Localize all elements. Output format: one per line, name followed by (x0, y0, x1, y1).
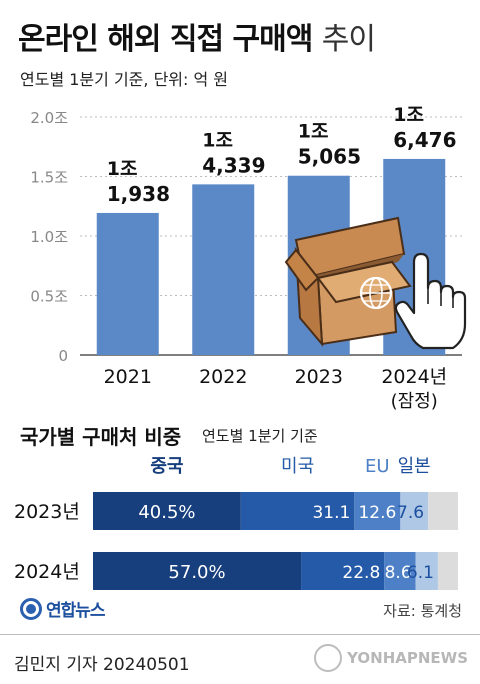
x-tick-label: 2022 (199, 366, 247, 388)
y-tick-label: 0 (58, 347, 68, 365)
stacked-segment (301, 552, 385, 590)
row-label: 2023년 (14, 501, 80, 523)
segment-label: 8.6 (385, 563, 412, 583)
bar-value-label-bottom: 4,339 (202, 153, 265, 177)
stacked-segment (93, 492, 241, 530)
hand-cursor-icon (394, 252, 467, 350)
share-chart-subtitle: 연도별 1분기 기준 (202, 427, 318, 445)
chart-title: 온라인 해외 직접 구매액 추이 (18, 14, 376, 58)
y-tick-label: 2.0조 (30, 109, 68, 127)
segment-label: 12.6 (358, 503, 396, 523)
stacked-segment (354, 492, 401, 530)
x-tick-label: 2024년 (381, 366, 447, 388)
box-left-flap (284, 248, 320, 292)
x-tick-sublabel: (잠정) (391, 391, 438, 412)
stacked-segment (384, 552, 416, 590)
share-chart-title: 국가별 구매처 비중 (20, 425, 182, 449)
watermark-logo-icon (314, 644, 343, 672)
segment-label: 57.0% (168, 562, 225, 583)
country-share-stacked-bar-chart: 2023년 40.5% 중국 31.1 미국 12.6 EU 7.6 일본 2024년 57.0% 2… (14, 456, 458, 590)
purchase-amount-bar-chart: 00.5조1.0조1.5조2.0조 1조1,93820211조4,3392022… (30, 104, 467, 412)
segment-label: 6.1 (407, 563, 434, 583)
yonhap-logo: 연합뉴스 (20, 596, 106, 621)
source-note: 자료: 통계청 (383, 602, 462, 620)
bar-value-label-top: 1조 (393, 104, 424, 126)
package-illustration (284, 216, 467, 350)
footer-divider (0, 634, 480, 635)
bar-value-label-bottom: 5,065 (298, 145, 361, 169)
bar (192, 184, 255, 355)
title-light: 추이 (321, 22, 376, 57)
x-tick-label: 2021 (104, 366, 152, 388)
box-front-flap (316, 260, 412, 304)
segment-label: 40.5% (138, 502, 195, 523)
yonhap-logo-text: 연합뉴스 (46, 601, 106, 621)
reporter-credit: 김민지 기자 20240501 (14, 655, 190, 675)
bar-value-label-bottom: 1,938 (107, 182, 170, 206)
bar-value-label-top: 1조 (298, 121, 329, 143)
title-bold: 온라인 해외 직접 구매액 (18, 22, 313, 57)
y-tick-label: 0.5조 (30, 288, 68, 306)
legend-label: 일본 (398, 456, 431, 477)
stacked-segment (437, 552, 458, 590)
legend-label: 미국 (281, 456, 314, 477)
stacked-segment (93, 552, 302, 590)
bar-value-label-top: 1조 (107, 158, 138, 180)
y-tick-label: 1.0조 (30, 228, 68, 246)
segment-label: 7.6 (397, 503, 424, 523)
stacked-segment (428, 492, 458, 530)
segment-label: 22.8 (342, 563, 380, 583)
x-tick-label: 2023 (295, 366, 343, 388)
stacked-segment (240, 492, 355, 530)
watermark-text: YONHAPNEWS (347, 649, 468, 667)
row-label: 2024년 (14, 561, 80, 583)
segment-label: 31.1 (312, 503, 350, 523)
bar-value-label-bottom: 6,476 (393, 128, 456, 152)
stacked-segment (400, 492, 429, 530)
yonhap-logo-icon (20, 597, 42, 620)
stacked-segment (415, 552, 438, 590)
y-tick-label: 1.5조 (30, 169, 68, 187)
chart-subtitle: 연도별 1분기 기준, 단위: 억 원 (20, 70, 229, 89)
legend-label: 중국 (150, 456, 183, 477)
bar (96, 212, 159, 355)
legend-label: EU (365, 456, 390, 477)
yonhapnews-watermark: YONHAPNEWS (314, 644, 468, 672)
bar-value-label-top: 1조 (202, 129, 233, 151)
